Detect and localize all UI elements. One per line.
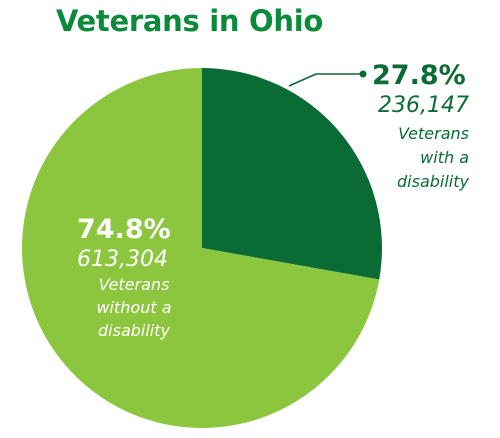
without-disability-percent: 74.8% [77,214,171,245]
without-disability-label-line-3: disability [98,321,171,340]
without-disability-label-line-2: without a [96,298,171,317]
leader-dot [359,70,367,78]
with-disability-label-line-1: Veterans [398,124,469,143]
with-disability-count: 236,147 [378,93,469,118]
without-disability-count: 613,304 [77,247,168,272]
with-disability-label-line-2: with a [420,148,469,167]
with-disability-label-line-3: disability [397,172,470,191]
with-disability-percent: 27.8% [372,60,466,91]
pie-slice-without-disability [22,68,380,428]
pie-slices [22,68,383,428]
pie-slice-with-disability [202,68,383,280]
chart-title: Veterans in Ohio [56,4,323,38]
without-disability-label-line-1: Veterans [99,275,170,294]
leader-line-with-disability [288,73,317,87]
